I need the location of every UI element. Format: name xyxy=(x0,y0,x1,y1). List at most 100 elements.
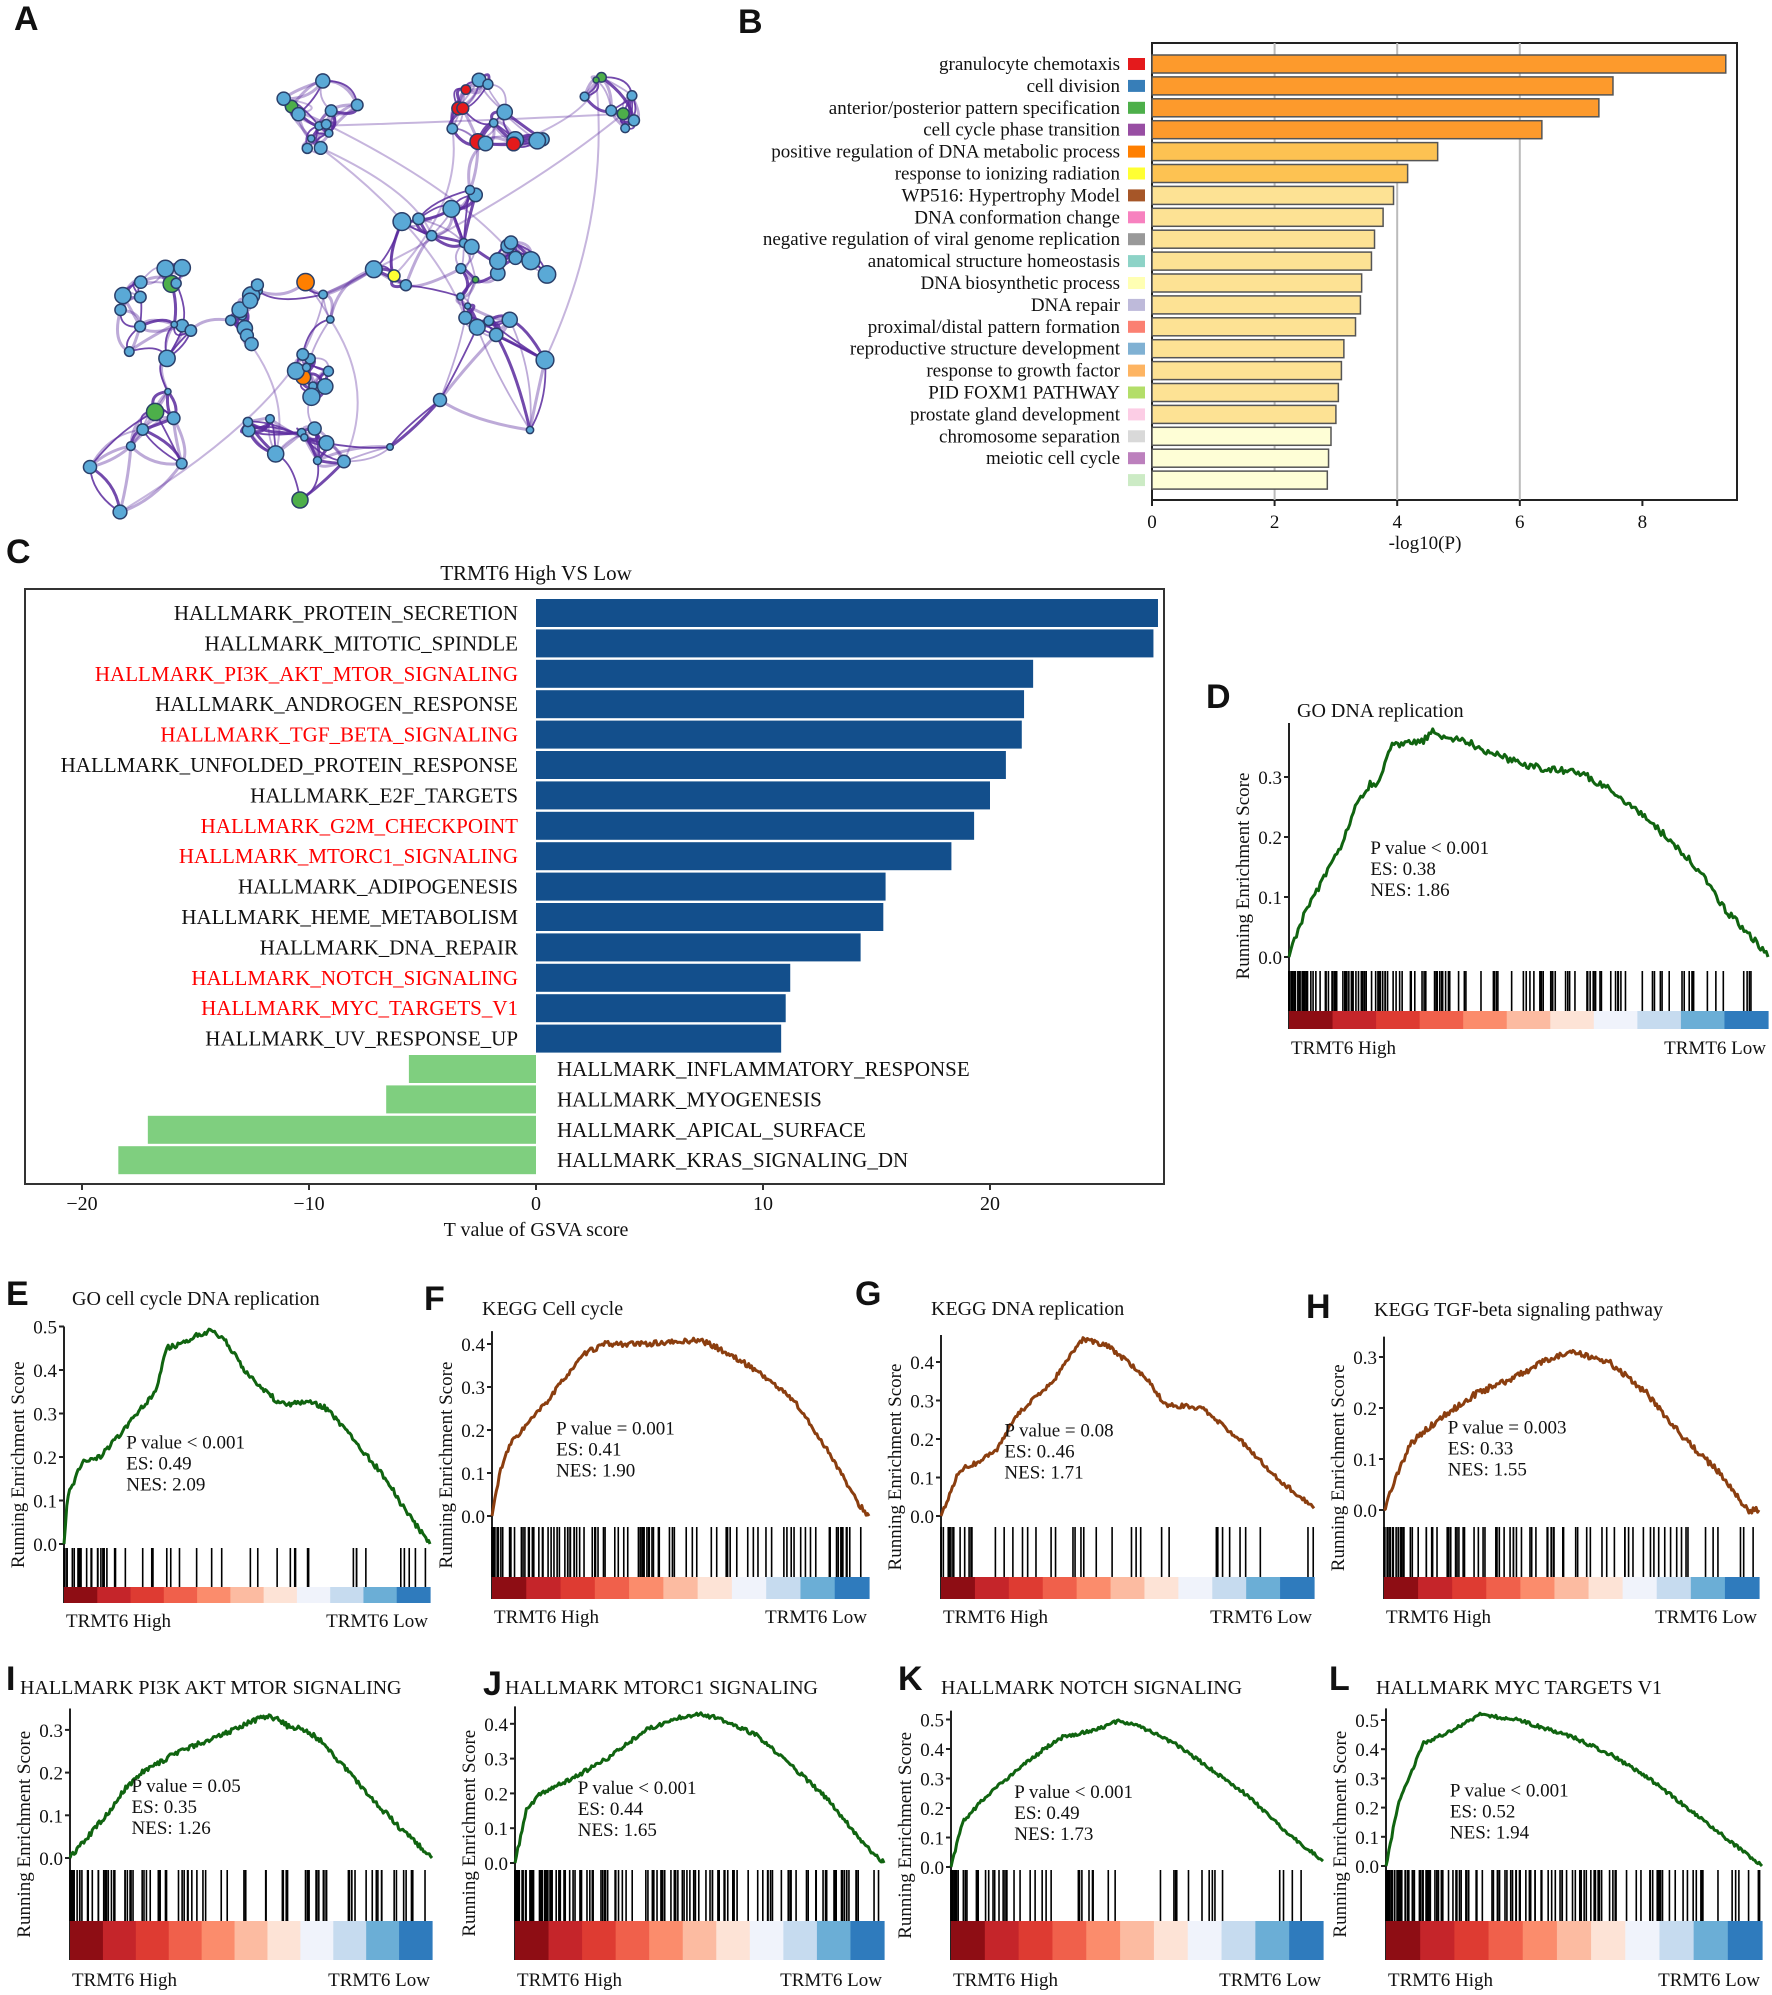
category-label: negative regulation of viral genome repl… xyxy=(763,229,1121,250)
network-node xyxy=(508,250,523,266)
enrichment-curve xyxy=(939,1336,1316,1517)
hit-marks xyxy=(63,1548,427,1587)
network-node xyxy=(592,76,600,84)
network-node xyxy=(265,413,276,424)
colorbar-segment xyxy=(1086,1921,1121,1960)
network-node xyxy=(318,434,335,452)
network-node xyxy=(170,277,182,290)
network-node xyxy=(164,387,172,396)
category-label: meiotic cell cycle xyxy=(986,448,1120,469)
panel-letter-d: D xyxy=(1206,678,1231,716)
network-node xyxy=(242,416,254,428)
network-node xyxy=(488,252,507,270)
plot-title: HALLMARK PI3K AKT MTOR SIGNALING xyxy=(20,1677,402,1699)
panel-letter-j: J xyxy=(483,1665,502,1703)
network-node xyxy=(616,107,630,121)
network-node xyxy=(456,101,470,115)
bar xyxy=(536,720,1022,749)
network-node xyxy=(521,250,541,271)
colorbar-segment xyxy=(163,1587,198,1603)
category-label: DNA biosynthetic process xyxy=(921,273,1120,294)
network-node xyxy=(301,362,312,373)
colorbar-segment xyxy=(1727,1921,1763,1960)
network-node xyxy=(620,123,631,134)
plot-title: HALLMARK NOTCH SIGNALING xyxy=(941,1677,1242,1699)
category-label: HALLMARK_APICAL_SURFACE xyxy=(557,1118,866,1142)
right-label: TRMT6 Low xyxy=(1658,1970,1760,1991)
colorbar-segment xyxy=(1690,1577,1726,1599)
colorbar-segment xyxy=(234,1921,269,1960)
right-label: TRMT6 Low xyxy=(1655,1607,1757,1628)
panel-letter-c: C xyxy=(6,533,31,571)
stat-text: NES: 1.73 xyxy=(1014,1824,1093,1845)
rank-colorbar xyxy=(941,1577,1315,1599)
y-tick-label: 0.3 xyxy=(910,1392,934,1413)
network-node xyxy=(318,289,329,300)
colorbar-segment xyxy=(1622,1577,1658,1599)
category-label: HALLMARK_TGF_BETA_SIGNALING xyxy=(160,723,518,747)
colorbar-segment xyxy=(1110,1577,1146,1599)
network-node xyxy=(296,347,310,362)
category-label: HALLMARK_UV_RESPONSE_UP xyxy=(205,1027,518,1051)
colorbar-segment xyxy=(1076,1577,1112,1599)
colorbar-segment xyxy=(649,1921,684,1960)
y-tick-label: 0.0 xyxy=(920,1858,944,1879)
network-node xyxy=(605,104,618,117)
network-edge xyxy=(508,319,532,431)
colorbar-segment xyxy=(263,1587,298,1603)
network-node xyxy=(320,118,332,130)
y-tick-label: 0.3 xyxy=(1355,1769,1379,1790)
colorbar-segment xyxy=(1488,1921,1524,1960)
y-tick-label: 0.3 xyxy=(484,1750,508,1771)
colorbar-segment xyxy=(1593,1011,1638,1029)
colorbar-segment xyxy=(816,1921,852,1960)
colorbar-segment xyxy=(1554,1577,1590,1599)
bar xyxy=(1151,119,1543,140)
color-swatch xyxy=(1128,277,1145,289)
colorbar-segment xyxy=(697,1577,733,1599)
y-tick-label: 0.2 xyxy=(920,1799,944,1820)
category-label: prostate gland development xyxy=(910,404,1121,425)
network-node xyxy=(392,212,412,232)
network-node xyxy=(170,320,179,329)
network-node xyxy=(301,142,314,155)
category-label: cell division xyxy=(1027,76,1121,97)
network-edge xyxy=(118,445,133,513)
colorbar-segment xyxy=(1693,1921,1729,1960)
category-label: response to ionizing radiation xyxy=(895,164,1121,185)
hit-marks xyxy=(950,1870,1302,1921)
y-tick-label: 0.3 xyxy=(920,1770,944,1791)
x-axis-label: -log10(P) xyxy=(1389,533,1462,554)
gsea-plot-e: 0.0 0.1 0.2 0.3 0.4 0.5 Running Enrichment Sco… xyxy=(8,1288,432,1632)
enrichment-curve xyxy=(1383,1348,1761,1515)
network-node xyxy=(315,73,331,89)
bar xyxy=(1151,98,1600,118)
colorbar-segment xyxy=(363,1587,398,1603)
colorbar-segment xyxy=(1120,1921,1155,1960)
panel-letter-a: A xyxy=(14,0,39,38)
network-edge xyxy=(89,465,122,513)
bar xyxy=(536,811,975,840)
category-label: HALLMARK_PI3K_AKT_MTOR_SIGNALING xyxy=(95,662,518,686)
network-node xyxy=(316,377,334,395)
panel-letter-g: G xyxy=(855,1275,881,1313)
network-edge xyxy=(494,334,532,431)
category-label: HALLMARK_MITOTIC_SPINDLE xyxy=(205,631,518,655)
category-label: DNA conformation change xyxy=(914,207,1120,228)
network-node xyxy=(505,136,522,152)
colorbar-segment xyxy=(984,1921,1020,1960)
stat-text: P value < 0.001 xyxy=(1014,1782,1133,1803)
colorbar-segment xyxy=(1506,1011,1551,1029)
network-node xyxy=(302,387,321,407)
y-axis-label: Running Enrichment Score xyxy=(1328,1364,1349,1571)
colorbar-segment xyxy=(1332,1011,1377,1029)
panel-letter-k: K xyxy=(898,1660,923,1698)
category-label: HALLMARK_MYC_TARGETS_V1 xyxy=(201,996,518,1020)
network-node xyxy=(488,327,504,343)
enrichment-curve xyxy=(1384,1711,1764,1868)
colorbar-segment xyxy=(1520,1577,1556,1599)
network-edge xyxy=(405,267,462,288)
network-node xyxy=(276,91,292,107)
